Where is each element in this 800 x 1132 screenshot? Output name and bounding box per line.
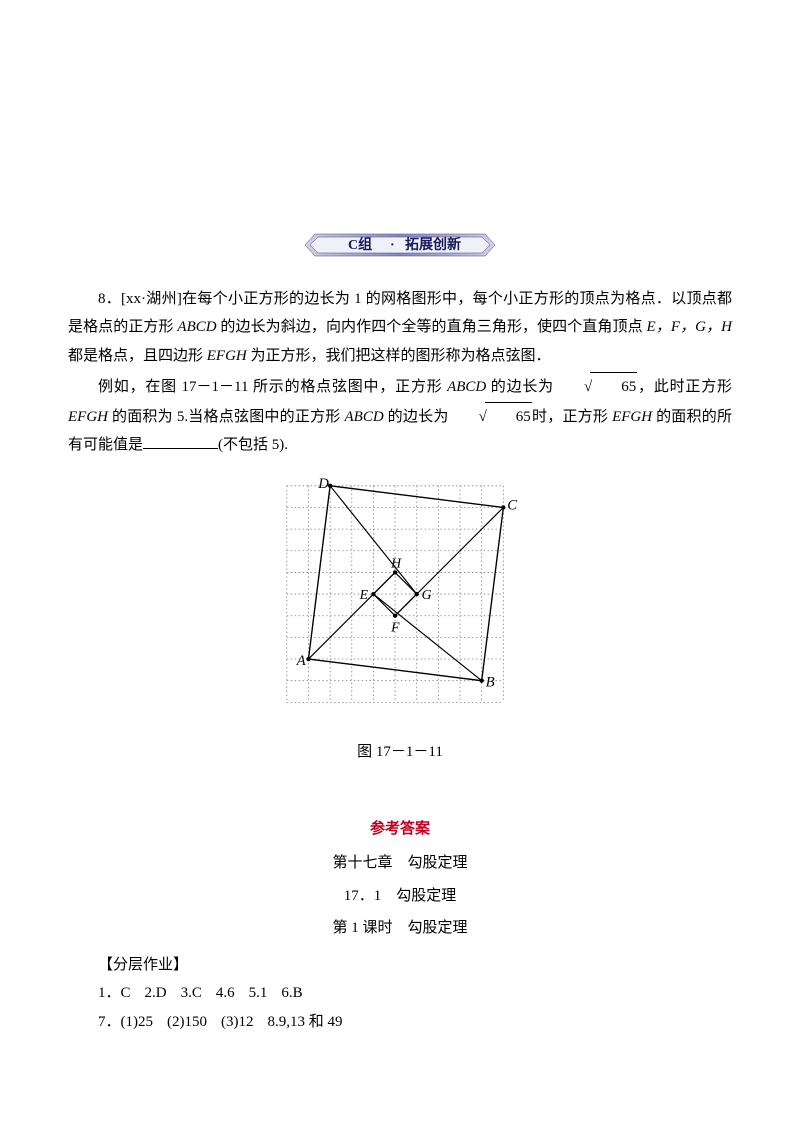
svg-text:D: D <box>317 475 329 491</box>
svg-text:A: A <box>296 652 307 668</box>
answer-title: 参考答案 <box>68 815 732 844</box>
figure-17-1-11: A B C D E F G H 图 17－1－11 <box>68 474 732 767</box>
answer-item: (3)12 <box>221 1014 254 1030</box>
answer-item: 3.C <box>181 985 202 1001</box>
answer-heading: 【分层作业】 <box>68 951 732 980</box>
answer-row-2: 7．(1)25 (2)150 (3)12 8.9,13 和 49 <box>68 1008 732 1037</box>
question-8-p1: 8．[xx·湖州]在每个小正方形的边长为 1 的网格图形中，每个小正方形的顶点为… <box>68 285 732 371</box>
answer-blank <box>143 434 218 449</box>
answer-item: 5.1 <box>249 985 268 1001</box>
answer-section: 17．1 勾股定理 <box>68 882 732 911</box>
svg-text:B: B <box>486 674 495 690</box>
question-8-p2: 例如，在图 17－1－11 所示的格点弦图中，正方形 ABCD 的边长为√65，… <box>68 372 732 460</box>
svg-text:C: C <box>507 497 517 513</box>
svg-text:H: H <box>390 555 402 570</box>
answer-item: 6.B <box>281 985 302 1001</box>
answer-item: 2.D <box>145 985 167 1001</box>
svg-text:F: F <box>390 619 400 634</box>
svg-text:拓展创新: 拓展创新 <box>405 236 461 253</box>
answer-item: 1．C <box>98 985 131 1001</box>
header-banner: C组 · 拓展创新 <box>300 230 500 260</box>
answer-row-1: 1．C 2.D 3.C 4.6 5.1 6.B <box>68 979 732 1008</box>
svg-text:C组: C组 <box>348 236 372 253</box>
answer-chapter: 第十七章 勾股定理 <box>68 849 732 878</box>
answer-lesson: 第 1 课时 勾股定理 <box>68 914 732 943</box>
answer-item: (2)150 <box>167 1014 207 1030</box>
svg-text:G: G <box>422 587 432 602</box>
svg-text:E: E <box>359 587 369 602</box>
answer-item: 4.6 <box>216 985 235 1001</box>
answer-item: 8.9,13 和 49 <box>268 1014 343 1030</box>
answer-item: 7．(1)25 <box>98 1014 153 1030</box>
svg-text:·: · <box>390 238 395 253</box>
figure-caption: 图 17－1－11 <box>68 738 732 767</box>
section-c-header: C组 · 拓展创新 <box>68 230 732 271</box>
